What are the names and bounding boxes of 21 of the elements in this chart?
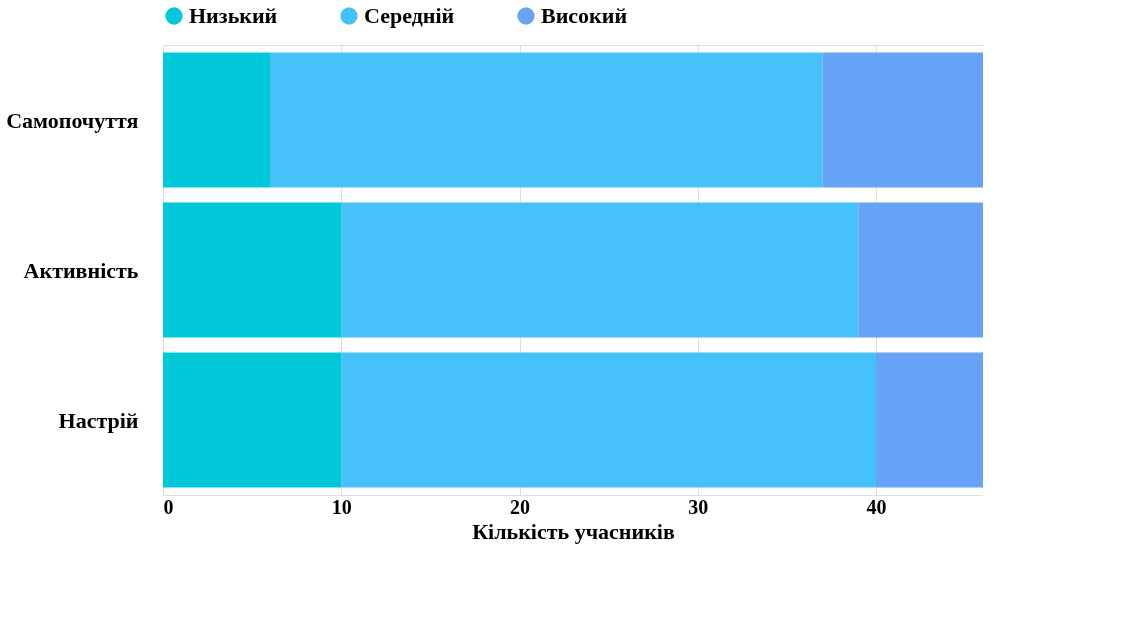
bar (163, 352, 342, 488)
legend-label: Високий (541, 3, 628, 28)
x-tick-label: 40 (866, 495, 887, 518)
x-axis-title: Кількість учасників (472, 518, 675, 544)
y-tick-label: Настрій (58, 407, 139, 433)
legend-label: Середній (364, 3, 455, 28)
bar (341, 352, 877, 488)
bar (163, 202, 342, 338)
y-tick-label: Самопочуття (6, 107, 139, 133)
bar (822, 52, 983, 188)
x-tick-label: 30 (688, 495, 709, 518)
bar (163, 52, 270, 188)
legend-label: Низький (189, 3, 278, 28)
x-tick-label: 0 (163, 495, 174, 518)
bar (269, 52, 823, 188)
x-tick-label: 20 (510, 495, 531, 518)
bar (341, 202, 859, 338)
y-tick-label: Активність (23, 257, 139, 283)
bar (858, 202, 983, 338)
x-tick-label: 10 (331, 495, 352, 518)
bar (876, 352, 983, 488)
